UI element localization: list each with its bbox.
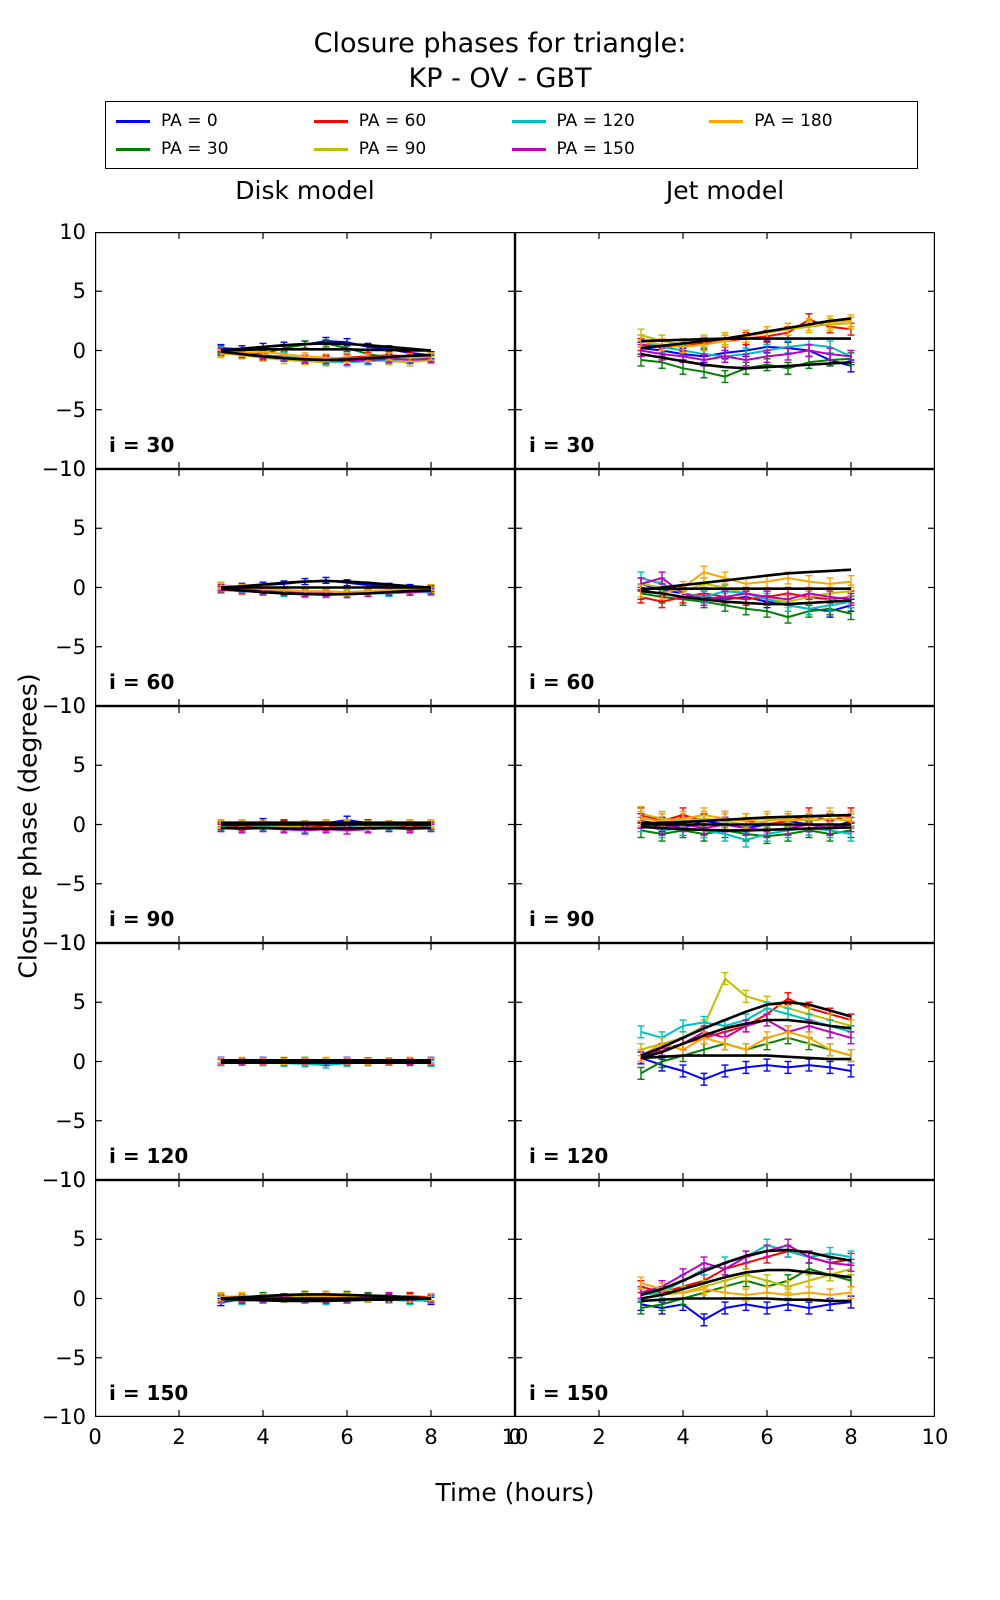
x-tick-label: 2	[172, 1425, 186, 1449]
subplot-canvas	[95, 232, 515, 469]
y-tick-label: −5	[55, 1345, 86, 1370]
x-axis-label: Time (hours)	[435, 1478, 595, 1507]
legend-label: PA = 0	[161, 111, 218, 131]
subplot-canvas	[515, 706, 935, 943]
subplot-disk-i150: i = 150	[95, 1180, 515, 1417]
subplot-canvas	[95, 706, 515, 943]
y-tick-label: 5	[72, 990, 86, 1015]
plot-grid: i = 30 i = 30 i = 60 i = 60 i = 90 i = 90 i = …	[95, 232, 935, 1417]
y-tick-label: 0	[72, 575, 86, 600]
panel-inclination-label: i = 60	[529, 670, 595, 694]
y-tick-label: 5	[72, 279, 86, 304]
legend-item: PA = 150	[511, 139, 710, 159]
subplot-canvas	[515, 469, 935, 706]
chart-title-line1: Closure phases for triangle:	[313, 28, 687, 59]
legend-item: PA = 180	[709, 111, 907, 131]
subplot-jet-i120: i = 120	[515, 943, 935, 1180]
legend-swatch-line-icon	[116, 119, 150, 123]
x-tick-label: 0	[508, 1425, 522, 1449]
x-tick-label: 0	[88, 1425, 102, 1449]
y-tick-label: −5	[55, 871, 86, 896]
y-tick-label: 0	[72, 338, 86, 363]
subplot-disk-i120: i = 120	[95, 943, 515, 1180]
legend-label: PA = 60	[358, 111, 427, 131]
x-tick-label: 6	[340, 1425, 354, 1449]
x-tick-label: 8	[424, 1425, 438, 1449]
panel-inclination-label: i = 90	[529, 907, 595, 931]
y-tick-label: −10	[41, 1168, 86, 1192]
panel-inclination-label: i = 30	[109, 433, 175, 457]
panel-inclination-label: i = 60	[109, 670, 175, 694]
legend-item: PA = 90	[313, 139, 512, 159]
subplot-canvas	[95, 469, 515, 706]
legend-item: PA = 60	[313, 111, 512, 131]
subplot-disk-i90: i = 90	[95, 706, 515, 943]
legend-swatch-line-icon	[511, 119, 546, 123]
legend-label: PA = 90	[358, 139, 427, 159]
subplot-canvas	[515, 1180, 935, 1417]
legend-item: PA = 0	[116, 111, 314, 131]
panel-inclination-label: i = 150	[529, 1381, 609, 1405]
legend-item: PA = 30	[116, 139, 314, 159]
x-tick-label: 2	[592, 1425, 606, 1449]
subplot-jet-i150: i = 150	[515, 1180, 935, 1417]
y-tick-label: 0	[72, 1286, 86, 1311]
x-tick-label: 4	[676, 1425, 690, 1449]
legend-swatch-line-icon	[313, 147, 348, 151]
y-tick-label: 5	[72, 516, 86, 541]
y-tick-label: −5	[55, 634, 86, 659]
legend-label: PA = 150	[556, 139, 635, 159]
y-tick-label: −10	[41, 931, 86, 955]
subplot-disk-i30: i = 30	[95, 232, 515, 469]
subplot-canvas	[95, 1180, 515, 1417]
panel-inclination-label: i = 120	[109, 1144, 189, 1168]
subplot-jet-i60: i = 60	[515, 469, 935, 706]
legend-swatch-line-icon	[116, 147, 150, 151]
y-tick-label: −10	[41, 1405, 86, 1429]
legend-swatch-line-icon	[709, 119, 744, 123]
y-tick-label: 10	[59, 1168, 86, 1192]
column-header-jet-model: Jet model	[665, 176, 785, 205]
y-tick-label: 0	[72, 1049, 86, 1074]
y-tick-label: 5	[72, 1227, 86, 1252]
column-header-disk-model: Disk model	[235, 176, 375, 205]
x-tick-label: 6	[760, 1425, 774, 1449]
x-tick-label: 10	[501, 1425, 529, 1449]
y-tick-label: 10	[59, 220, 86, 244]
x-tick-label: 8	[844, 1425, 858, 1449]
subplot-canvas	[515, 943, 935, 1180]
legend: PA = 0 PA = 30 PA = 60 PA = 90 PA = 120 PA = …	[105, 101, 918, 169]
legend-swatch-line-icon	[511, 147, 546, 151]
panel-inclination-label: i = 120	[529, 1144, 609, 1168]
subplot-jet-i90: i = 90	[515, 706, 935, 943]
y-tick-label: 5	[72, 753, 86, 778]
y-tick-label: 10	[59, 694, 86, 718]
y-tick-label: −10	[41, 457, 86, 481]
legend-swatch-line-icon	[313, 119, 348, 123]
x-tick-label: 4	[256, 1425, 270, 1449]
subplot-disk-i60: i = 60	[95, 469, 515, 706]
legend-label: PA = 30	[161, 139, 229, 159]
legend-label: PA = 120	[556, 111, 635, 131]
y-tick-label: 10	[59, 931, 86, 955]
x-tick-label: 10	[921, 1425, 949, 1449]
subplot-canvas	[95, 943, 515, 1180]
legend-item: PA = 120	[511, 111, 710, 131]
chart-title: Closure phases for triangle: KP - OV - G…	[0, 26, 1000, 96]
y-tick-label: −5	[55, 1108, 86, 1133]
subplot-canvas	[515, 232, 935, 469]
y-tick-label: −10	[41, 694, 86, 718]
legend-label: PA = 180	[754, 111, 833, 131]
y-tick-label: 0	[72, 812, 86, 837]
panel-inclination-label: i = 150	[109, 1381, 189, 1405]
subplot-jet-i30: i = 30	[515, 232, 935, 469]
y-tick-label: −5	[55, 397, 86, 422]
y-tick-label: 10	[59, 457, 86, 481]
panel-inclination-label: i = 30	[529, 433, 595, 457]
chart-title-line2: KP - OV - GBT	[408, 63, 592, 94]
panel-inclination-label: i = 90	[109, 907, 175, 931]
